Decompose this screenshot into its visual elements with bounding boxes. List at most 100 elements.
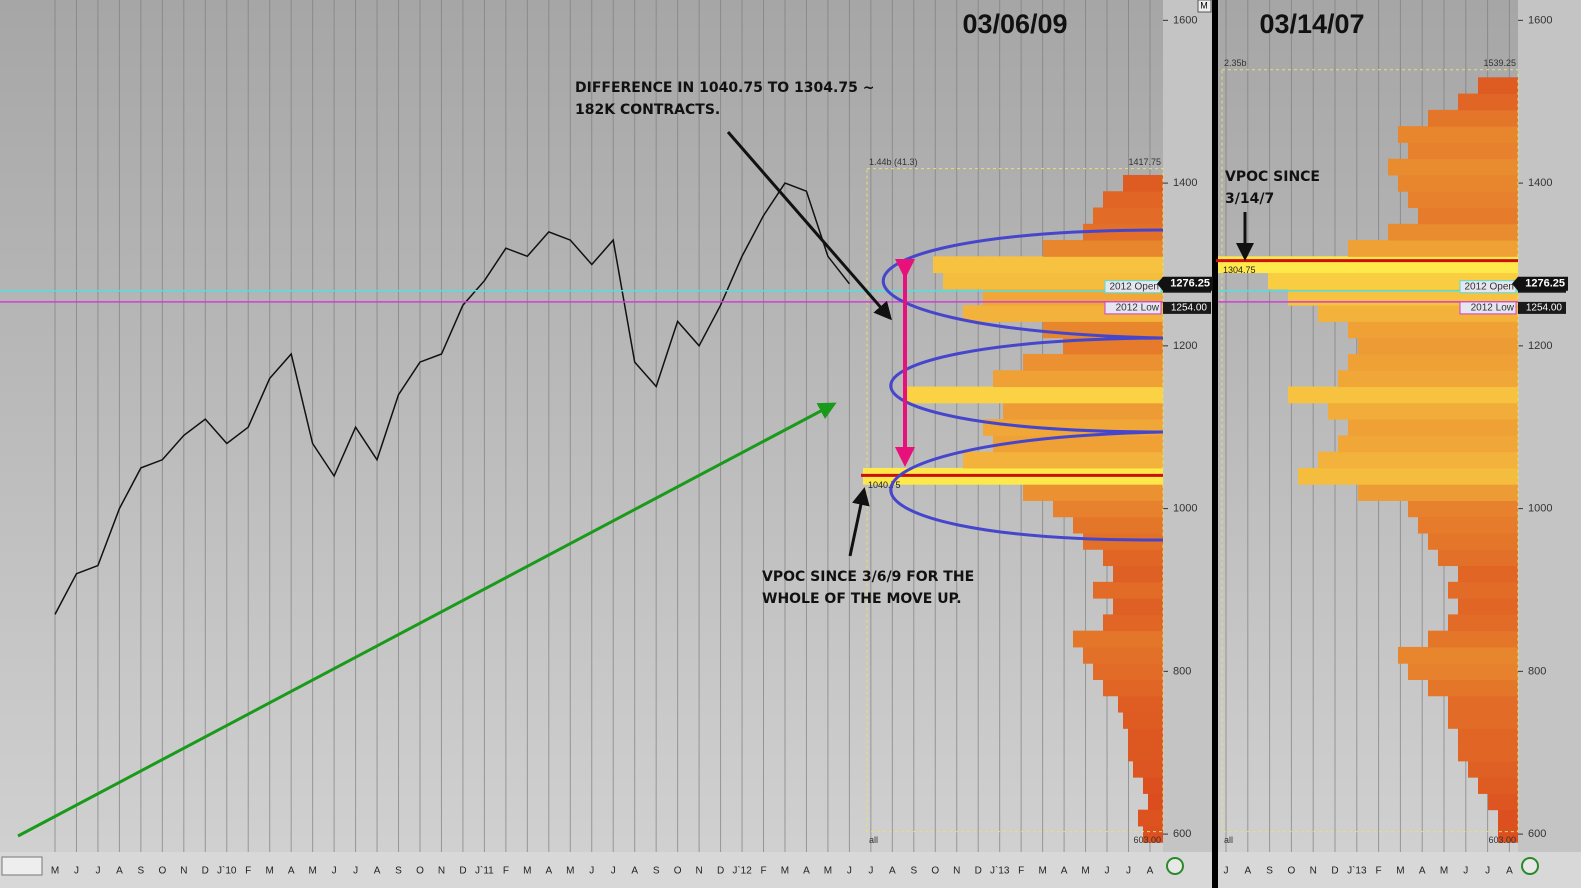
profile-bar xyxy=(963,451,1163,469)
x-tick-label: M xyxy=(824,866,832,877)
x-tick-label: A xyxy=(1419,866,1426,877)
profile-bar xyxy=(1103,614,1163,632)
x-tick-label: A xyxy=(1061,866,1068,877)
x-tick-label: O xyxy=(674,866,682,877)
y-tick-label: 800 xyxy=(1173,665,1191,677)
profile-bar xyxy=(1318,451,1518,469)
y-tick-label: 1200 xyxy=(1528,340,1552,352)
profile-bar xyxy=(1428,679,1518,697)
x-tick-label: F xyxy=(1376,866,1382,877)
reference-name: 2012 Open xyxy=(1110,281,1160,292)
x-tick-label: O xyxy=(416,866,424,877)
y-tick-label: 600 xyxy=(1173,828,1191,840)
x-tick-label: A xyxy=(889,866,896,877)
profile-bar xyxy=(1073,630,1163,648)
profile-bar xyxy=(1113,565,1163,583)
x-tick-label: M xyxy=(1081,866,1089,877)
profile-bar xyxy=(1148,793,1163,811)
refresh-button[interactable] xyxy=(1521,857,1539,875)
chart-title: 03/14/07 xyxy=(1259,9,1364,39)
price-tag-label: 1254.00 xyxy=(1171,303,1208,314)
divider xyxy=(1212,0,1218,888)
annotation: VPOC SINCE 3/6/9 FOR THE xyxy=(762,569,974,585)
price-line xyxy=(54,182,850,615)
y-tick-label: 1600 xyxy=(1173,14,1197,26)
profile-bar xyxy=(1388,223,1518,241)
y-tick-label: 1000 xyxy=(1528,503,1552,515)
x-tick-label: J xyxy=(589,866,594,877)
x-tick-label: F xyxy=(245,866,251,877)
price-tag xyxy=(1518,301,1566,314)
chart-title: 03/06/09 xyxy=(962,9,1067,39)
profile-bar xyxy=(1288,386,1518,404)
y-tick-label: 1200 xyxy=(1173,340,1197,352)
profile-bar xyxy=(1143,825,1163,843)
reference-name: 2012 Open xyxy=(1465,281,1515,292)
profile-bar xyxy=(1448,695,1518,713)
x-tick-label: A xyxy=(374,866,381,877)
x-tick-label: D xyxy=(975,866,982,877)
x-tick-label: M xyxy=(308,866,316,877)
profile-bar xyxy=(1123,174,1163,192)
x-tick-label: M xyxy=(1440,866,1448,877)
x-tick-label: J xyxy=(1224,866,1229,877)
x-tick-label: M xyxy=(566,866,574,877)
profile-bar xyxy=(1358,484,1518,501)
profile-bar xyxy=(903,386,1163,404)
profile-bar xyxy=(993,370,1163,388)
profile-bar xyxy=(1448,712,1518,729)
profile-bar xyxy=(1408,663,1518,680)
x-tick-label: A xyxy=(803,866,810,877)
profile-bar xyxy=(1128,728,1163,746)
refresh-button[interactable] xyxy=(1166,857,1184,875)
x-tick-label: M xyxy=(781,866,789,877)
range-low-label: 603.00 xyxy=(1488,835,1516,845)
profile-bar xyxy=(1488,793,1518,811)
x-tick-label: S xyxy=(138,866,145,877)
y-tick-label: 1000 xyxy=(1173,503,1197,515)
profile-bar xyxy=(1478,777,1518,794)
annotation-shapes xyxy=(17,131,1254,838)
x-tick-label: A xyxy=(545,866,552,877)
profile-bar xyxy=(1348,240,1518,257)
arrow xyxy=(848,487,870,557)
x-tick-label: J xyxy=(1463,866,1468,877)
x-tick-label: J xyxy=(611,866,616,877)
reference-tag xyxy=(1459,301,1517,315)
y-tick-label: 800 xyxy=(1528,665,1546,677)
x-tick-label: J`12 xyxy=(732,865,752,877)
x-tick-label: J xyxy=(95,866,100,877)
profile-bar xyxy=(1268,272,1518,290)
profile-bar xyxy=(1458,728,1518,746)
profile-bar xyxy=(1428,630,1518,648)
x-tick-label: J`13 xyxy=(1347,865,1367,877)
input-box[interactable] xyxy=(1,856,43,876)
profile-bar xyxy=(1093,663,1163,680)
x-tick-label: M xyxy=(266,866,274,877)
profile-bar xyxy=(1103,679,1163,697)
menu-button[interactable] xyxy=(1197,0,1212,13)
price-tag-label: 1254.00 xyxy=(1526,303,1563,314)
x-tick-label: N xyxy=(438,866,445,877)
reference-tag xyxy=(1104,301,1162,315)
x-tick-label: J xyxy=(1105,866,1110,877)
period-label: all xyxy=(1224,835,1233,845)
profile-bar xyxy=(933,256,1163,274)
x-tick-label: J`10 xyxy=(217,865,237,877)
y-axis-strip xyxy=(1163,0,1212,852)
x-tick-label: J xyxy=(847,866,852,877)
profile-bar xyxy=(1408,191,1518,209)
trend-arrow xyxy=(17,402,837,838)
x-tick-label: J xyxy=(74,866,79,877)
profile-bar xyxy=(1073,516,1163,534)
x-tick-label: D xyxy=(717,866,724,877)
x-tick-label: O xyxy=(158,866,166,877)
reference-name: 2012 Low xyxy=(1471,303,1515,314)
range-high-label: 1539.25 xyxy=(1483,58,1516,68)
y-tick-label: 1400 xyxy=(1528,177,1552,189)
x-tick-label: M xyxy=(1038,866,1046,877)
x-tick-label: O xyxy=(1288,866,1296,877)
profile-bar xyxy=(1478,77,1518,95)
profile-box xyxy=(1221,69,1519,833)
y-tick-label: 1400 xyxy=(1173,177,1197,189)
